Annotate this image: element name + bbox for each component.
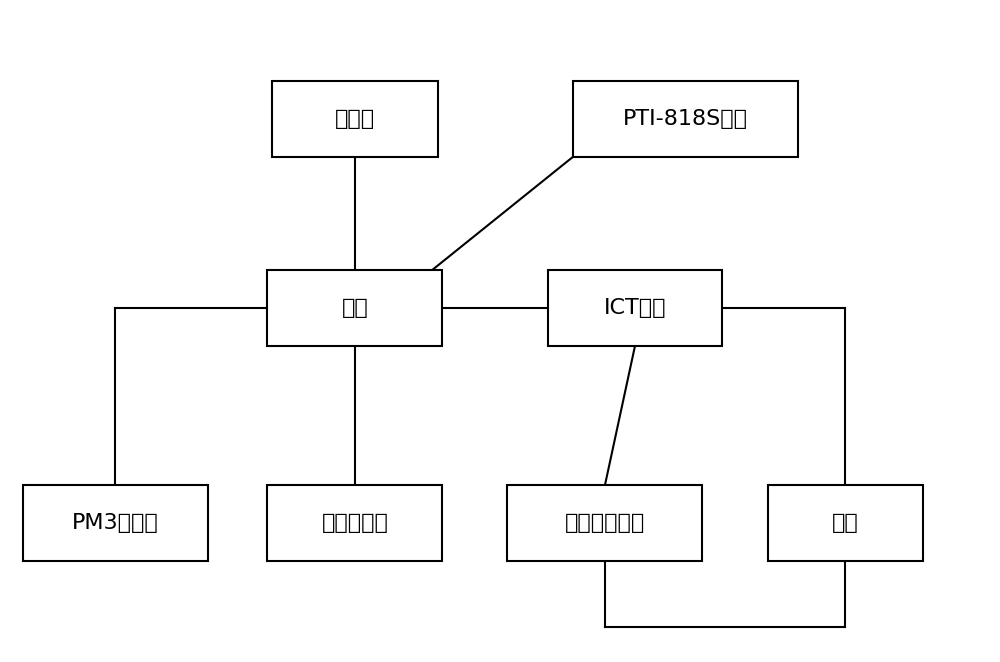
FancyBboxPatch shape [572,81,798,158]
Text: 针床: 针床 [832,513,858,533]
Text: 可编程电源: 可编程电源 [322,513,388,533]
FancyBboxPatch shape [548,270,722,346]
Text: 电脑: 电脑 [342,298,368,318]
FancyBboxPatch shape [768,485,922,561]
Text: 继电器切换板: 继电器切换板 [565,513,645,533]
FancyBboxPatch shape [267,485,442,561]
FancyBboxPatch shape [267,270,442,346]
FancyBboxPatch shape [23,485,208,561]
FancyBboxPatch shape [272,81,438,158]
Text: PTI-818S软件: PTI-818S软件 [622,109,748,129]
Text: 服务器: 服务器 [335,109,375,129]
Text: PM3烧录器: PM3烧录器 [72,513,158,533]
Text: ICT主控: ICT主控 [604,298,666,318]
FancyBboxPatch shape [507,485,702,561]
